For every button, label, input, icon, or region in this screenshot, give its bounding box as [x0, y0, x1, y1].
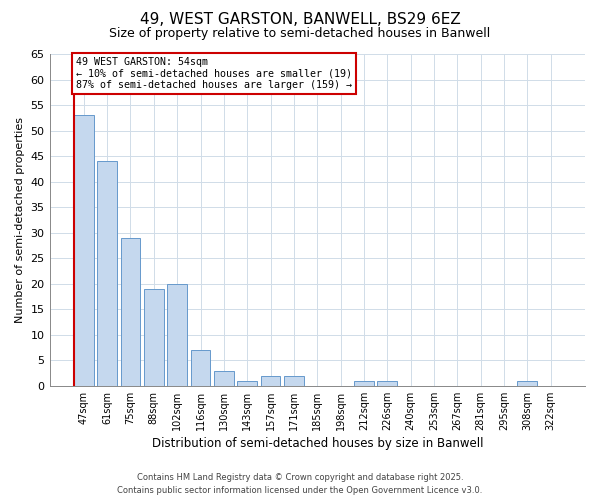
Bar [97, 161, 117, 386]
Y-axis label: Number of semi-detached properties: Number of semi-detached properties [15, 117, 25, 323]
Bar [191, 350, 211, 386]
Bar [377, 380, 397, 386]
Bar [517, 380, 538, 386]
Bar [121, 238, 140, 386]
Bar [144, 289, 164, 386]
Bar [284, 376, 304, 386]
Bar [260, 376, 280, 386]
Bar [214, 370, 234, 386]
Bar [354, 380, 374, 386]
Text: Size of property relative to semi-detached houses in Banwell: Size of property relative to semi-detach… [109, 28, 491, 40]
Bar [238, 380, 257, 386]
Bar [167, 284, 187, 386]
X-axis label: Distribution of semi-detached houses by size in Banwell: Distribution of semi-detached houses by … [152, 437, 483, 450]
Text: 49 WEST GARSTON: 54sqm
← 10% of semi-detached houses are smaller (19)
87% of sem: 49 WEST GARSTON: 54sqm ← 10% of semi-det… [76, 56, 352, 90]
Text: Contains HM Land Registry data © Crown copyright and database right 2025.
Contai: Contains HM Land Registry data © Crown c… [118, 474, 482, 495]
Bar [74, 116, 94, 386]
Text: 49, WEST GARSTON, BANWELL, BS29 6EZ: 49, WEST GARSTON, BANWELL, BS29 6EZ [140, 12, 460, 28]
